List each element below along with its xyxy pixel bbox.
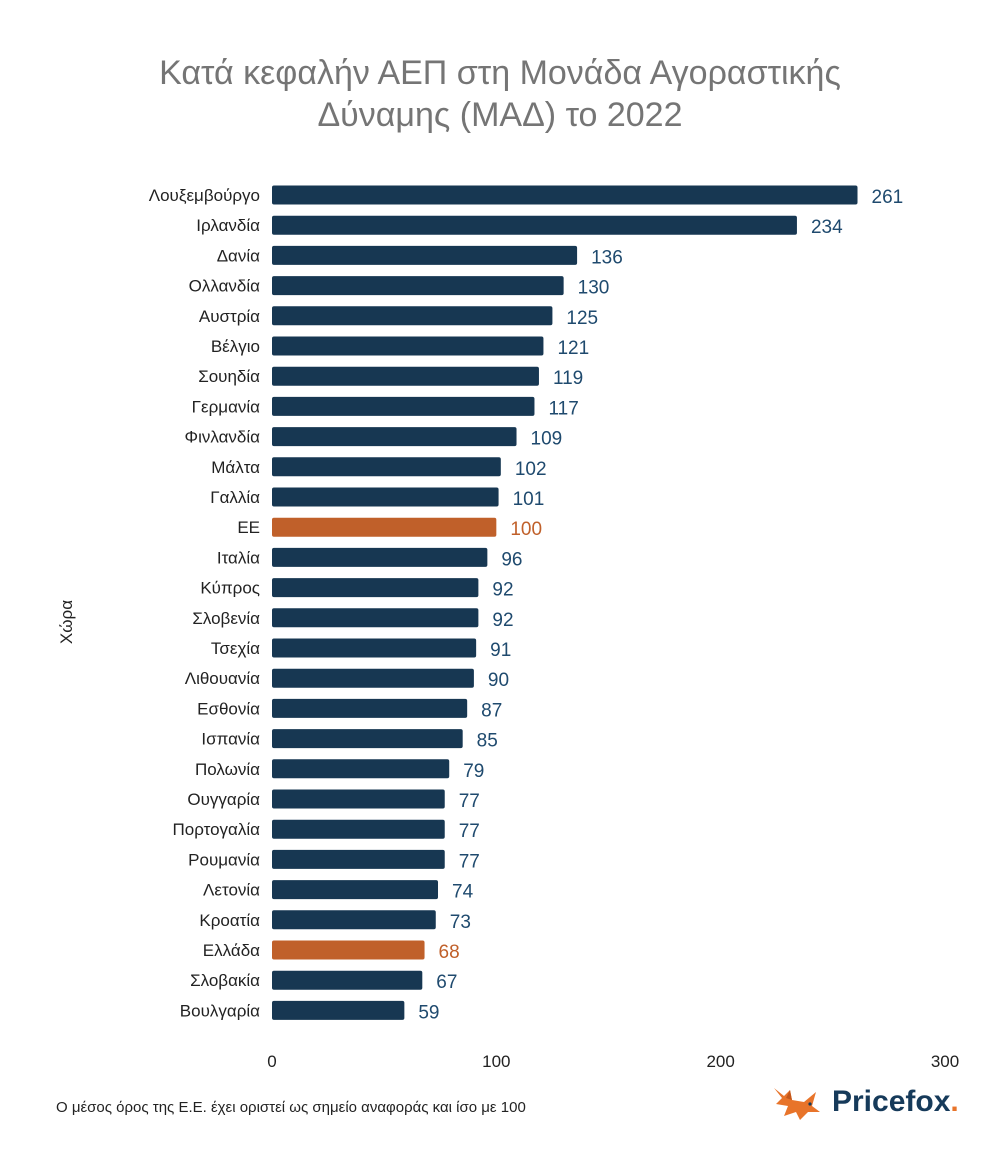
category-label: ΕΕ [237, 518, 260, 537]
data-label: 136 [591, 247, 623, 268]
bar [272, 1000, 405, 1020]
fox-icon [774, 1088, 820, 1120]
data-label: 92 [492, 610, 513, 631]
x-tick-label: 100 [482, 1052, 510, 1071]
category-label: Μάλτα [211, 458, 260, 477]
category-label: Ελλάδα [203, 941, 260, 960]
data-label: 234 [811, 217, 843, 238]
data-label: 125 [566, 308, 598, 329]
chart-title-line-1: Κατά κεφαλήν ΑΕΠ στη Μονάδα Αγοραστικής [159, 54, 841, 92]
bar [272, 215, 797, 235]
category-label: Ιρλανδία [196, 216, 260, 235]
footnote: Ο μέσος όρος της Ε.Ε. έχει οριστεί ως ση… [56, 1099, 526, 1116]
bar [272, 668, 474, 688]
bar [272, 185, 858, 205]
data-label: 100 [510, 519, 542, 540]
category-label: Βουλγαρία [180, 1001, 260, 1020]
chart-title: Κατά κεφαλήν ΑΕΠ στη Μονάδα Αγοραστικής … [0, 52, 1000, 136]
data-label: 102 [515, 459, 547, 480]
category-label: Ολλανδία [189, 277, 261, 296]
data-label: 73 [450, 912, 471, 933]
category-label: Κροατία [199, 911, 260, 930]
data-label: 261 [872, 187, 904, 208]
bar [272, 819, 445, 839]
x-tick-label: 0 [267, 1052, 276, 1071]
bar [272, 970, 423, 990]
category-label: Ρουμανία [188, 850, 260, 869]
bar [272, 759, 450, 779]
category-label: Ισπανία [201, 730, 260, 749]
category-label: Λιθουανία [185, 669, 260, 688]
chart-title-line-2: Δύναμης (ΜΑΔ) το 2022 [317, 96, 683, 134]
bar [272, 729, 463, 749]
data-label: 79 [463, 761, 484, 782]
data-label: 117 [548, 398, 578, 419]
data-label: 101 [513, 489, 545, 510]
brand-logo: Pricefox. [770, 1082, 959, 1122]
category-label: Γαλλία [210, 488, 260, 507]
bar [272, 880, 439, 900]
data-label: 96 [501, 549, 522, 570]
category-label: Ιταλία [217, 548, 260, 567]
bar [272, 487, 499, 507]
category-label: Πορτογαλία [172, 820, 260, 839]
data-label: 87 [481, 700, 502, 721]
category-label: Αυστρία [199, 307, 260, 326]
category-label: Σλοβενία [192, 609, 260, 628]
category-label: Βέλγιο [211, 337, 260, 356]
data-label: 92 [492, 580, 513, 601]
data-label: 119 [553, 368, 583, 389]
category-label: Κύπρος [200, 579, 260, 598]
data-label: 77 [459, 791, 480, 812]
bar [272, 427, 517, 447]
category-label: Πολωνία [195, 760, 260, 779]
bar [272, 698, 468, 718]
bar [272, 638, 477, 658]
category-label: Εσθονία [197, 699, 260, 718]
data-label: 77 [459, 851, 480, 872]
category-label: Λουξεμβούργο [149, 186, 260, 205]
category-label: Φινλανδία [185, 428, 261, 447]
category-label: Σλοβακία [190, 971, 260, 990]
bar [272, 547, 488, 567]
data-label: 74 [452, 882, 474, 903]
data-label: 130 [578, 278, 610, 299]
x-tick-label: 300 [931, 1052, 959, 1071]
bar [272, 276, 564, 296]
bar [272, 366, 539, 386]
bar [272, 336, 544, 356]
category-label: Λετονία [203, 881, 260, 900]
category-label: Δανία [217, 246, 260, 265]
bar [272, 457, 501, 477]
data-label: 91 [490, 640, 511, 661]
bar [272, 940, 425, 960]
data-label: 90 [488, 670, 509, 691]
bar [272, 910, 436, 930]
brand-name: Pricefox. [832, 1085, 959, 1118]
bar [272, 608, 479, 628]
bar [272, 306, 553, 326]
data-label: 109 [531, 429, 563, 450]
data-label: 68 [439, 942, 460, 963]
bar [272, 396, 535, 416]
data-label: 85 [477, 731, 498, 752]
data-label: 67 [436, 972, 457, 993]
data-label: 77 [459, 821, 480, 842]
y-axis-label: Χώρα [57, 600, 76, 644]
data-label: 121 [557, 338, 589, 359]
bar [272, 517, 497, 537]
bar [272, 849, 445, 869]
x-tick-label: 200 [706, 1052, 734, 1071]
category-label: Γερμανία [192, 397, 261, 416]
data-label: 59 [418, 1002, 439, 1023]
bar [272, 789, 445, 809]
bar [272, 245, 578, 265]
bar [272, 578, 479, 598]
category-label: Ουγγαρία [187, 790, 260, 809]
category-label: Σουηδία [198, 367, 260, 386]
category-label: Τσεχία [211, 639, 260, 658]
